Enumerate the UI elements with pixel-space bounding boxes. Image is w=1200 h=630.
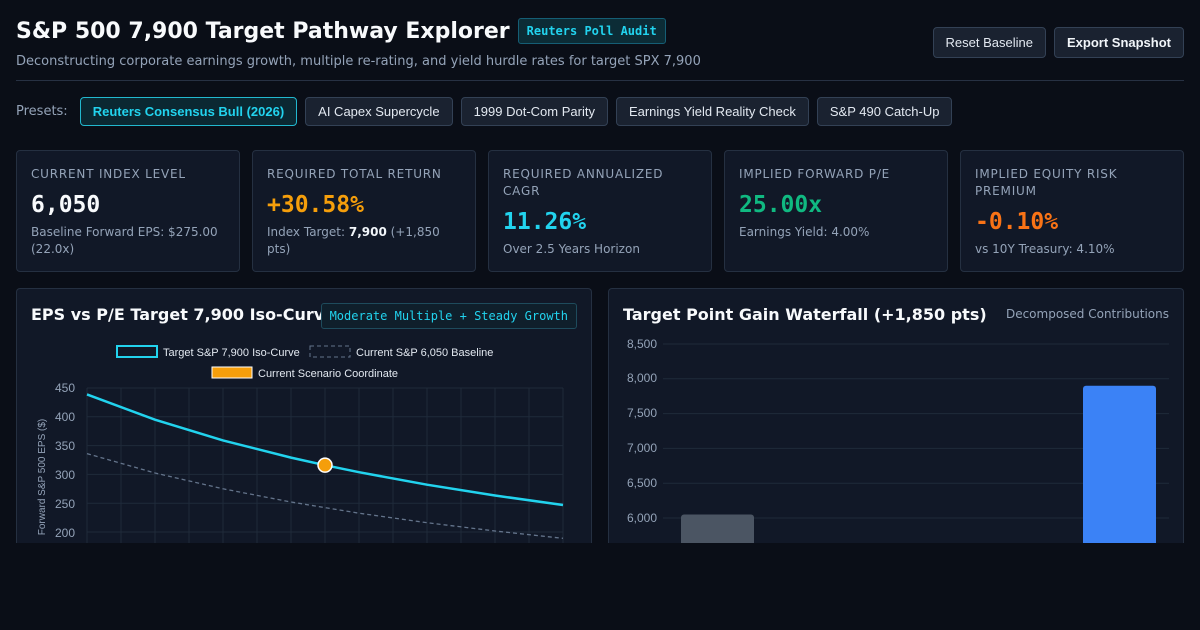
legend-swatch-target[interactable] [116, 345, 158, 358]
legend-swatch-scenario[interactable] [211, 366, 253, 379]
note-suffix: (+1,850 pts) [267, 225, 440, 256]
scenario-point[interactable] [317, 457, 333, 473]
card-label: Current Index Level [31, 167, 186, 181]
legend-label-baseline[interactable]: Current S&P 6,050 Baseline [356, 347, 493, 359]
card-value: 6,050 [31, 192, 101, 218]
index-target-value: 7,900 [348, 225, 387, 239]
y-tick-label: 6,500 [627, 476, 657, 490]
y-axis-label: Forward S&P 500 EPS ($) [37, 419, 48, 536]
waterfall-bar[interactable] [1083, 385, 1156, 543]
preset-earnings-yield-check[interactable]: Earnings Yield Reality Check [615, 97, 809, 126]
card-label: Required Annualized CAGR [503, 167, 664, 198]
iso-curve-panel: EPS vs P/E Target 7,900 Iso-Curve Modera… [16, 288, 592, 543]
card-note: Over 2.5 Years Horizon [503, 242, 640, 256]
source-badge: Reuters Poll Audit [517, 18, 666, 44]
y-tick-label: 8,000 [627, 371, 657, 385]
legend-label-scenario[interactable]: Current Scenario Coordinate [258, 368, 398, 380]
waterfall-chart[interactable]: 8,500 8,000 7,500 7,000 6,500 6,000 [609, 289, 1184, 543]
card-label: Implied Equity Risk Premium [975, 167, 1118, 198]
waterfall-aside: Decomposed Contributions [1005, 307, 1169, 321]
metric-cards: Current Index Level 6,050 Baseline Forwa… [16, 150, 1184, 272]
y-tick-label: 450 [55, 381, 75, 395]
presets-bar: Presets: Reuters Consensus Bull (2026) A… [16, 97, 960, 126]
waterfall-bars [681, 385, 1156, 543]
card-label: Implied Forward P/E [739, 167, 891, 181]
card-note: Baseline Forward EPS: $275.00 (22.0x) [31, 225, 218, 256]
iso-curve-chart[interactable]: Target S&P 7,900 Iso-Curve Current S&P 6… [17, 289, 592, 543]
card-note: vs 10Y Treasury: 4.10% [975, 242, 1115, 256]
card-equity-risk-premium: Implied Equity Risk Premium -0.10% vs 10… [960, 150, 1184, 272]
export-snapshot-button[interactable]: Export Snapshot [1053, 27, 1184, 58]
card-required-return: Required Total Return +30.58% Index Targ… [252, 150, 476, 272]
y-tick-label: 300 [55, 468, 75, 482]
iso-grid [86, 387, 564, 543]
card-note: Index Target: 7,900 (+1,850 pts) [267, 224, 461, 258]
preset-dot-com-parity[interactable]: 1999 Dot-Com Parity [460, 97, 608, 126]
iso-curve-title: EPS vs P/E Target 7,900 Iso-Curve [31, 305, 335, 324]
card-value: +30.58% [267, 192, 364, 218]
header: S&P 500 7,900 Target Pathway Explorer Re… [16, 14, 1184, 80]
card-value: 11.26% [503, 209, 587, 235]
card-note: Earnings Yield: 4.00% [739, 225, 870, 239]
reset-baseline-button[interactable]: Reset Baseline [932, 27, 1046, 58]
y-tick-label: 200 [55, 526, 75, 540]
y-tick-label: 7,500 [627, 406, 657, 420]
waterfall-panel: Target Point Gain Waterfall (+1,850 pts)… [608, 288, 1184, 543]
header-actions: Reset Baseline Export Snapshot [932, 27, 1184, 58]
card-label: Required Total Return [267, 167, 442, 181]
preset-ai-capex-supercycle[interactable]: AI Capex Supercycle [305, 97, 453, 126]
preset-sp490-catch-up[interactable]: S&P 490 Catch-Up [816, 97, 953, 126]
y-tick-label: 250 [55, 497, 75, 511]
card-implied-pe: Implied Forward P/E 25.00x Earnings Yiel… [724, 150, 948, 272]
page-subtitle: Deconstructing corporate earnings growth… [16, 54, 701, 69]
legend-swatch-baseline[interactable] [309, 345, 351, 358]
y-tick-label: 6,000 [627, 511, 657, 525]
header-divider [16, 80, 1184, 81]
presets-label: Presets: [16, 104, 68, 119]
y-tick-label: 8,500 [627, 337, 657, 351]
page-title: S&P 500 7,900 Target Pathway Explorer [16, 18, 510, 44]
waterfall-title: Target Point Gain Waterfall (+1,850 pts) [623, 305, 987, 324]
card-required-cagr: Required Annualized CAGR 11.26% Over 2.5… [488, 150, 712, 272]
card-value: -0.10% [975, 209, 1059, 235]
card-current-index: Current Index Level 6,050 Baseline Forwa… [16, 150, 240, 272]
y-tick-label: 7,000 [627, 441, 657, 455]
note-prefix: Index Target: [267, 225, 349, 239]
title-row: S&P 500 7,900 Target Pathway Explorer Re… [16, 14, 1184, 48]
card-value: 25.00x [739, 192, 823, 218]
scenario-tag: Moderate Multiple + Steady Growth [320, 303, 577, 329]
y-tick-label: 350 [55, 439, 75, 453]
legend-label-target[interactable]: Target S&P 7,900 Iso-Curve [163, 347, 300, 359]
y-tick-label: 400 [55, 410, 75, 424]
waterfall-bar[interactable] [681, 514, 754, 543]
preset-reuters-consensus-bull[interactable]: Reuters Consensus Bull (2026) [79, 97, 298, 126]
